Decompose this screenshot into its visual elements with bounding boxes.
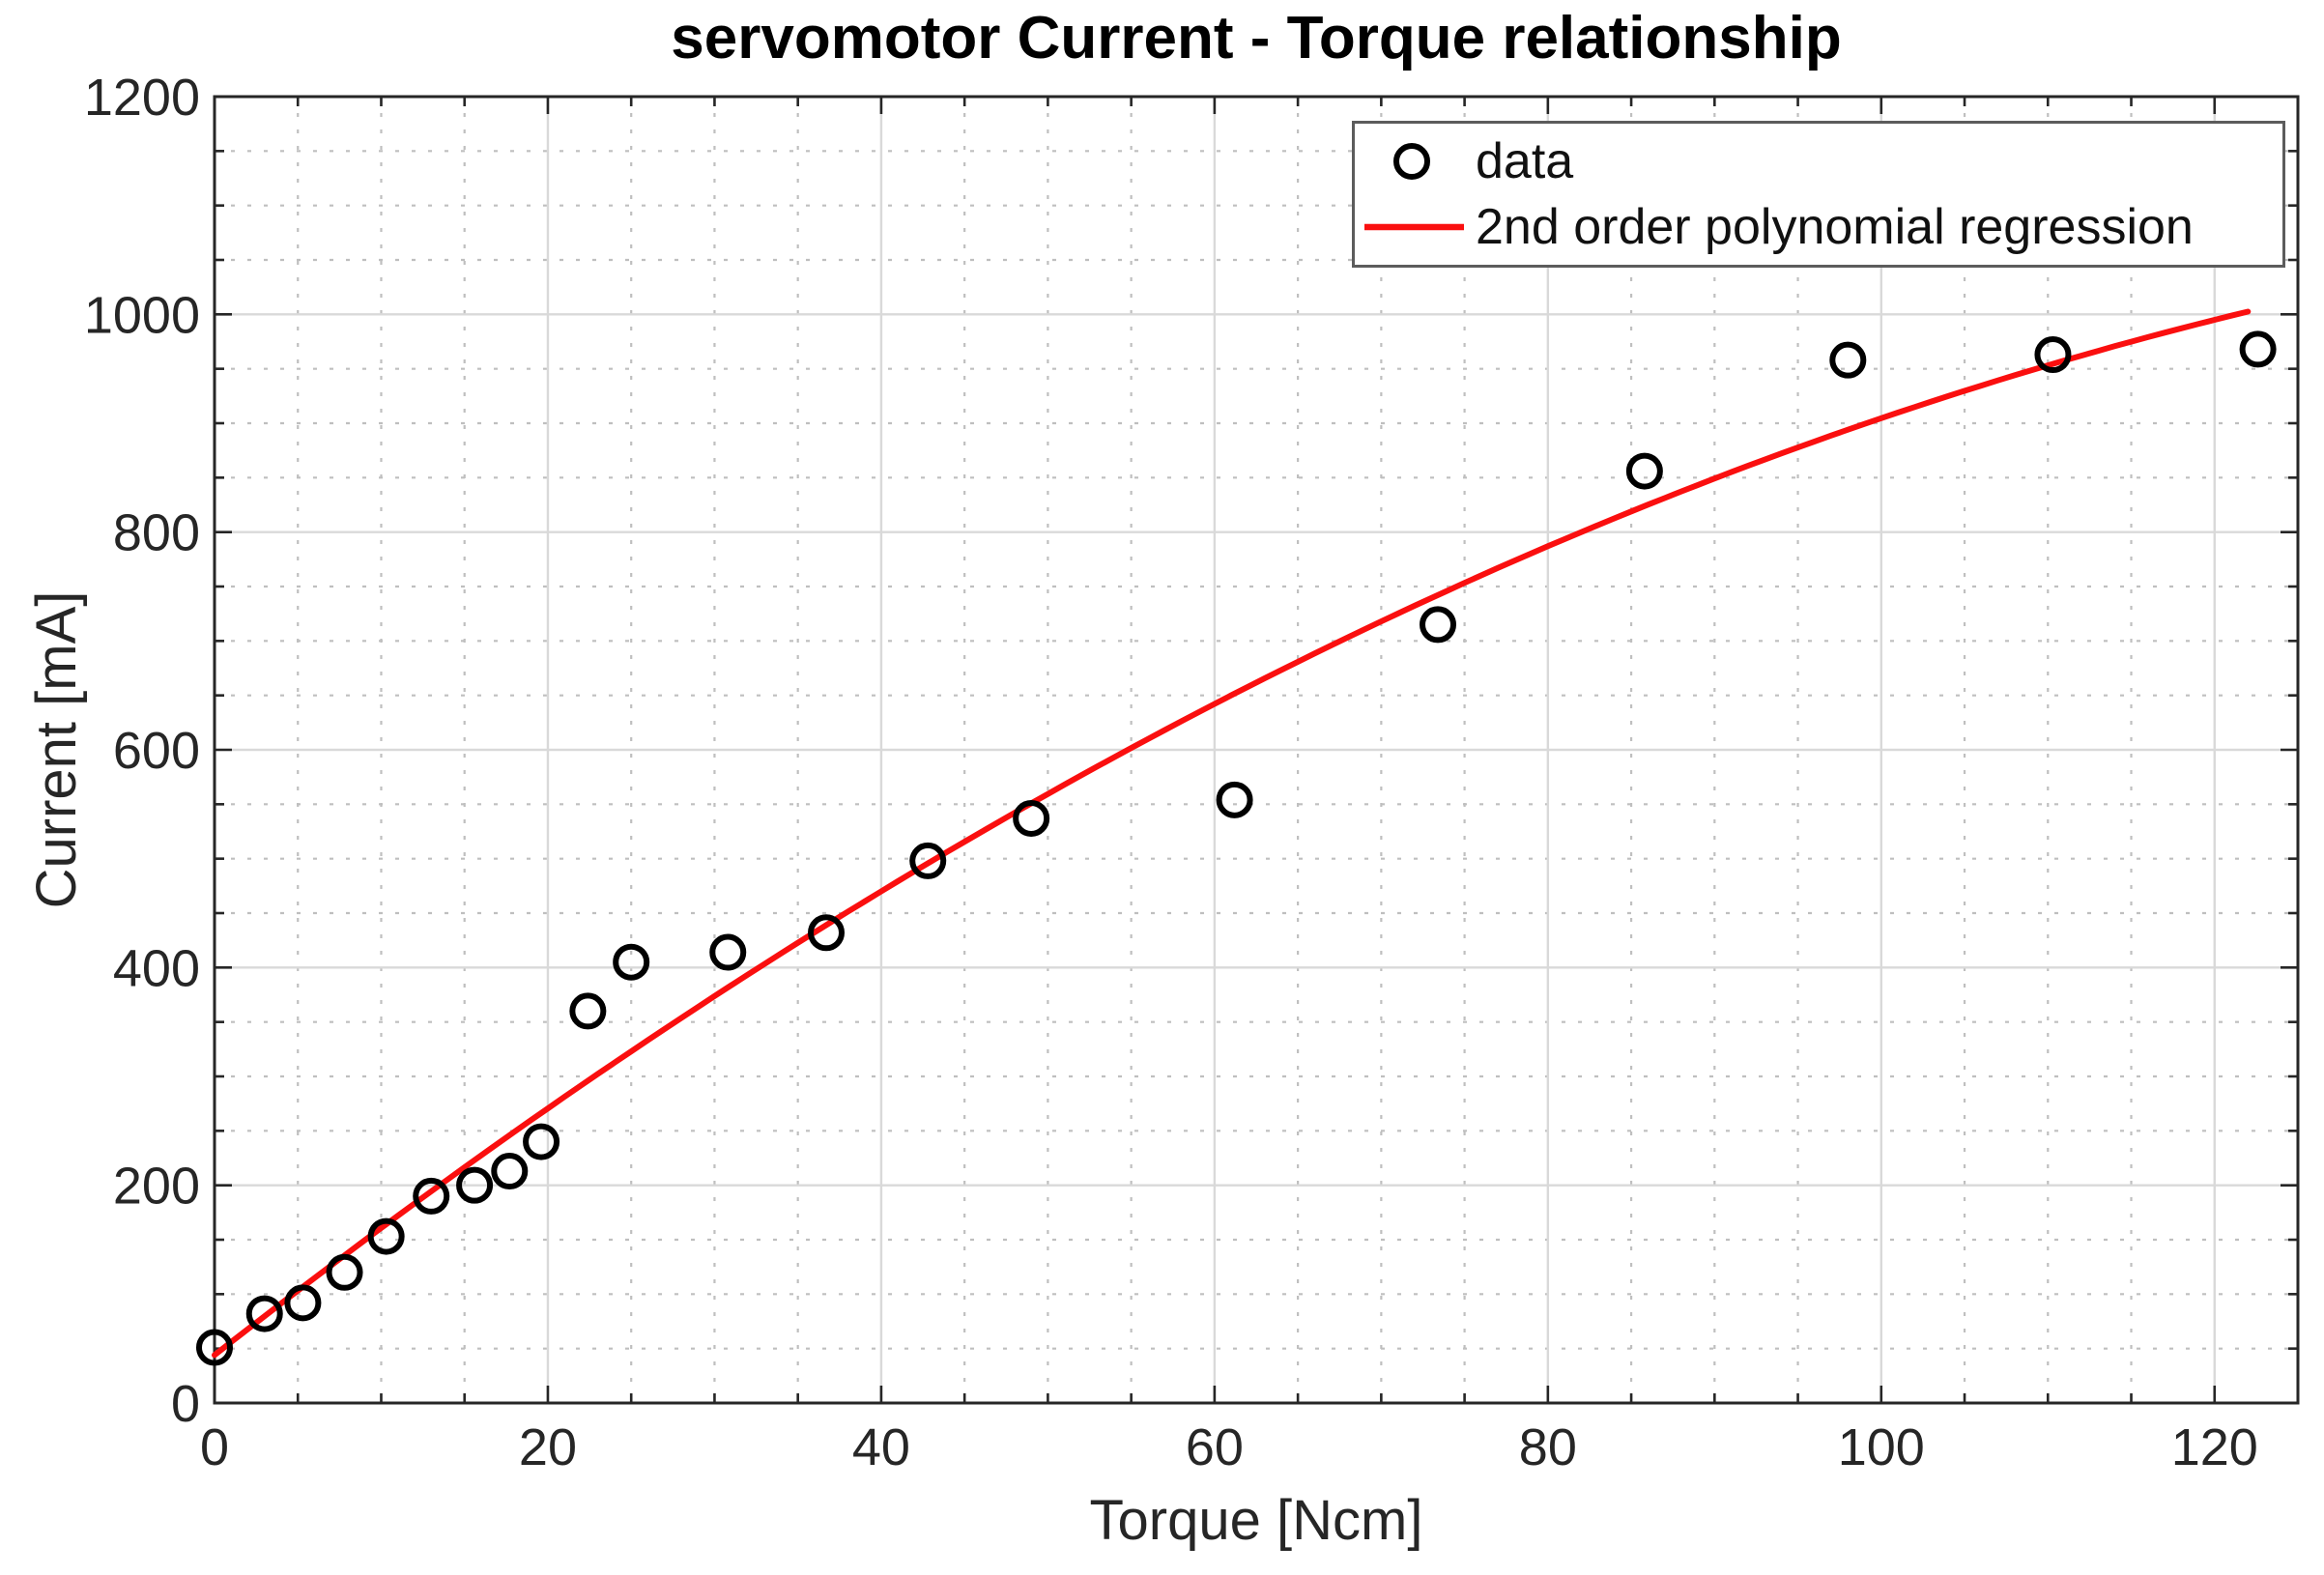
y-tick-label: 400 xyxy=(113,939,200,997)
data-point xyxy=(909,842,947,879)
data-point xyxy=(491,1153,529,1190)
data-point xyxy=(413,1177,450,1215)
data-point xyxy=(1216,781,1253,818)
data-point xyxy=(245,1295,283,1332)
y-tick-label: 1000 xyxy=(84,286,200,344)
x-axis-label: Torque [Ncm] xyxy=(1089,1489,1423,1552)
y-axis-label: Current [mA] xyxy=(24,590,88,909)
axes-box xyxy=(213,95,2300,1405)
legend: data 2nd order polynomial regression xyxy=(1352,121,2285,268)
x-tick-label: 40 xyxy=(852,1418,910,1476)
x-tick-label: 80 xyxy=(1519,1418,1577,1476)
data-point xyxy=(709,933,747,971)
y-tick-label: 200 xyxy=(113,1158,200,1216)
data-point xyxy=(1013,799,1050,837)
legend-entry-regression: 2nd order polynomial regression xyxy=(1355,195,2282,259)
regression-line xyxy=(212,308,2252,1359)
legend-entry-data: data xyxy=(1355,129,2282,193)
data-point xyxy=(1829,341,1867,379)
data-point xyxy=(523,1123,560,1160)
data-point xyxy=(613,943,650,981)
x-tick-label: 120 xyxy=(2171,1418,2258,1476)
y-tick-label: 800 xyxy=(113,504,200,562)
y-tick-label: 600 xyxy=(113,722,200,780)
data-point xyxy=(1420,606,1457,644)
data-point xyxy=(367,1217,405,1255)
x-tick-label: 60 xyxy=(1186,1418,1244,1476)
regression-line-icon xyxy=(1364,223,1464,231)
data-point xyxy=(569,992,607,1030)
data-marker-icon xyxy=(1393,143,1430,180)
data-point xyxy=(284,1284,322,1322)
data-point xyxy=(2239,330,2277,368)
data-point xyxy=(326,1253,363,1291)
x-tick-label: 20 xyxy=(519,1418,577,1476)
data-point xyxy=(2034,336,2072,374)
data-point xyxy=(196,1329,233,1366)
data-point xyxy=(456,1166,494,1204)
y-tick-label: 1200 xyxy=(84,69,200,127)
data-point xyxy=(808,914,846,952)
y-tick-label: 0 xyxy=(171,1375,200,1433)
x-tick-label: 100 xyxy=(1838,1418,1925,1476)
legend-label-regression: 2nd order polynomial regression xyxy=(1476,199,2194,255)
legend-label-data: data xyxy=(1476,133,1574,189)
chart-title: servomotor Current - Torque relationship xyxy=(671,5,1842,72)
data-point xyxy=(1625,452,1663,490)
x-tick-label: 0 xyxy=(200,1418,229,1476)
